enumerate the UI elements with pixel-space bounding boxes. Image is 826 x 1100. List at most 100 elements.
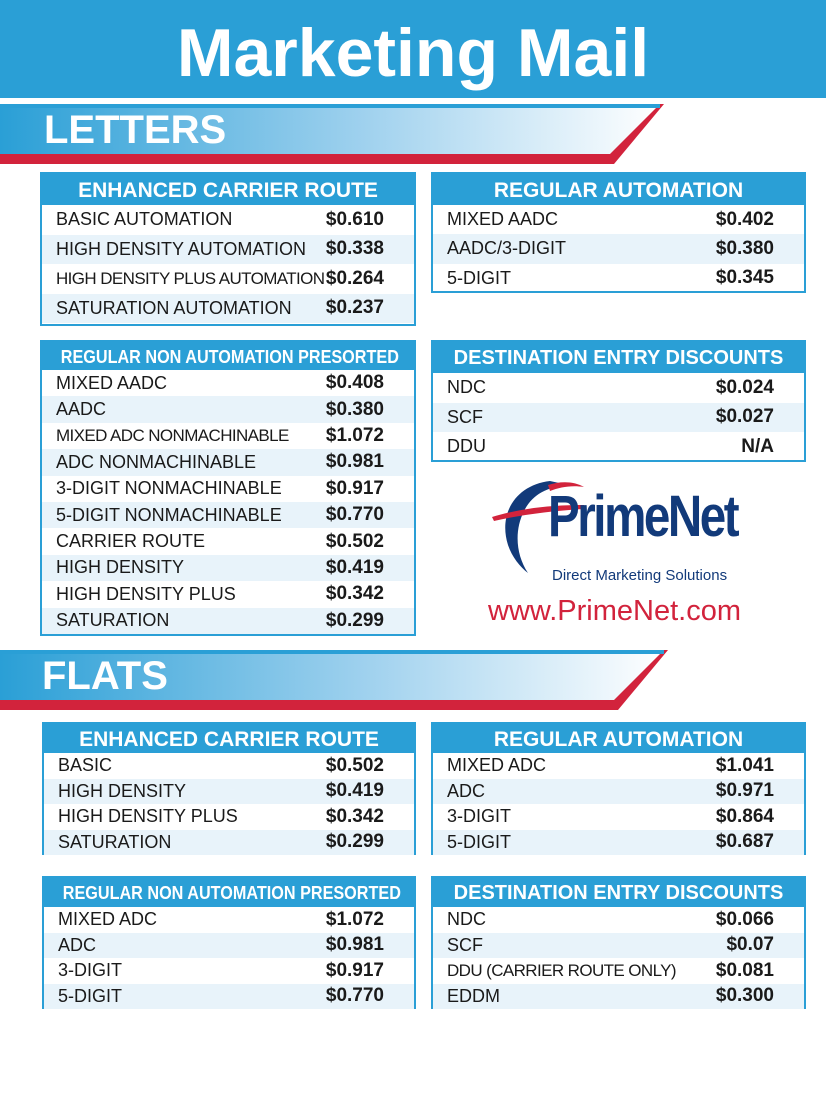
row-price: N/A	[741, 435, 774, 457]
row-name: HIGH DENSITY PLUS	[58, 806, 238, 827]
flats-heading: FLATS	[42, 654, 168, 698]
table-row: MIXED ADC $1.041	[433, 753, 804, 779]
table-row: MIXED ADC NONMACHINABLE $1.072	[42, 423, 414, 449]
table-body: NDC $0.024 SCF $0.027 DDU N/A	[433, 373, 804, 462]
row-name: AADC/3-DIGIT	[447, 238, 567, 259]
table-body: MIXED AADC $0.402 AADC/3-DIGIT $0.380 5-DI…	[433, 205, 804, 293]
row-price: $1.072	[325, 424, 384, 446]
primenet-swoosh-icon	[492, 481, 584, 573]
row-price: $0.299	[325, 831, 384, 853]
table-row: MIXED ADC $1.072	[44, 907, 414, 933]
flats-banner: FLATS	[0, 650, 826, 720]
table-row: ADC NONMACHINABLE $0.981	[42, 449, 414, 476]
table-row: DDU (CARRIER ROUTE ONLY) $0.081	[433, 958, 804, 984]
row-name: 3-DIGIT	[447, 806, 512, 827]
row-price: $0.380	[715, 237, 774, 259]
table-row: 3-DIGIT $0.864	[433, 804, 804, 830]
row-price: $0.07	[726, 934, 774, 956]
website-link[interactable]: www.PrimeNet.com	[488, 595, 741, 627]
row-price: $0.419	[325, 556, 384, 578]
table-row: CARRIER ROUTE $0.502	[42, 528, 414, 554]
row-price: $0.971	[715, 780, 774, 802]
row-name: MIXED AADC	[447, 209, 559, 230]
row-price: $0.917	[325, 477, 384, 499]
row-name: MIXED ADC	[447, 755, 547, 776]
table-row: NDC $0.066	[433, 907, 804, 933]
table-row: ADC $0.981	[44, 932, 414, 958]
row-price: $0.342	[325, 583, 384, 605]
row-price: $0.027	[715, 406, 774, 428]
row-name: NDC	[447, 377, 486, 398]
primenet-logo: PrimeNet Direct Marketing Solutions www.…	[488, 475, 778, 635]
table-row: BASIC $0.502	[44, 753, 414, 779]
row-name: SATURATION	[58, 831, 172, 852]
row-price: $0.066	[715, 908, 774, 930]
table-row: HIGH DENSITY PLUS $0.342	[42, 581, 414, 607]
row-name: HIGH DENSITY	[58, 780, 187, 801]
row-name: 5-DIGIT	[58, 985, 123, 1006]
table-header: ENHANCED CARRIER ROUTE	[44, 724, 414, 753]
table-header: REGULAR AUTOMATION	[433, 724, 804, 753]
table-row: MIXED AADC $0.402	[433, 205, 804, 234]
row-price: $0.610	[325, 208, 384, 230]
row-name: MIXED ADC NONMACHINABLE	[56, 425, 289, 445]
row-name: SATURATION AUTOMATION	[56, 297, 292, 318]
letters-regular-non-automation-table: REGULAR NON AUTOMATION PRESORTED MIXED A…	[40, 340, 416, 636]
table-row: SATURATION $0.299	[42, 607, 414, 634]
table-row: HIGH DENSITY $0.419	[42, 554, 414, 582]
row-price: $0.345	[715, 267, 774, 289]
row-name: SATURATION	[56, 610, 170, 631]
table-header: REGULAR AUTOMATION	[433, 174, 804, 205]
row-name: MIXED AADC	[56, 372, 168, 393]
table-body: MIXED ADC $1.041 ADC $0.971 3-DIGIT $0.864 …	[433, 753, 804, 855]
row-price: $0.770	[325, 985, 384, 1007]
table-row: ADC $0.971	[433, 778, 804, 804]
table-row: 3-DIGIT $0.917	[44, 958, 414, 984]
row-price: $0.419	[325, 780, 384, 802]
row-name: NDC	[447, 909, 486, 930]
row-name: 5-DIGIT	[447, 831, 512, 852]
title-bar: Marketing Mail	[0, 0, 826, 98]
row-price: $0.380	[325, 398, 384, 420]
letters-destination-entry-table: DESTINATION ENTRY DISCOUNTS NDC $0.024 SC…	[431, 340, 806, 462]
row-price: $0.917	[325, 959, 384, 981]
letters-banner: LETTERS	[0, 104, 826, 174]
letters-heading: LETTERS	[44, 108, 227, 152]
row-name: HIGH DENSITY AUTOMATION	[56, 238, 307, 259]
row-price: $0.864	[715, 805, 774, 827]
row-name: ADC	[447, 780, 486, 801]
row-name: MIXED ADC	[58, 909, 158, 930]
letters-enhanced-carrier-route-table: ENHANCED CARRIER ROUTE BASIC AUTOMATION $…	[40, 172, 416, 326]
table-header: DESTINATION ENTRY DISCOUNTS	[433, 878, 804, 907]
row-price: $0.342	[325, 805, 384, 827]
table-header-text: REGULAR NON AUTOMATION PRESORTED	[62, 883, 401, 903]
table-header-text: REGULAR NON AUTOMATION PRESORTED	[60, 347, 399, 367]
logo-brand: PrimeNet	[548, 484, 740, 549]
table-row: SCF $0.027	[433, 402, 804, 432]
flats-banner-graphic	[0, 650, 668, 710]
row-name: 3-DIGIT NONMACHINABLE	[56, 478, 282, 499]
table-row: 5-DIGIT $0.345	[433, 264, 804, 293]
row-name: CARRIER ROUTE	[56, 531, 206, 552]
row-price: $1.072	[325, 908, 384, 930]
table-row: 5-DIGIT $0.687	[433, 829, 804, 855]
row-name: AADC	[56, 399, 107, 420]
row-name: DDU	[447, 436, 486, 457]
row-name: ADC	[58, 934, 97, 955]
table-row: HIGH DENSITY PLUS AUTOMATION $0.264	[42, 264, 414, 294]
row-price: $0.402	[715, 208, 774, 230]
flats-regular-non-automation-table: REGULAR NON AUTOMATION PRESORTED MIXED A…	[42, 876, 416, 1009]
flats-destination-entry-table: DESTINATION ENTRY DISCOUNTS NDC $0.066 SC…	[431, 876, 806, 1009]
row-name: SCF	[447, 406, 483, 427]
table-body: BASIC $0.502 HIGH DENSITY $0.419 HIGH DENS…	[44, 753, 414, 855]
row-name: SCF	[447, 934, 483, 955]
row-price: $0.408	[325, 372, 384, 394]
row-name: BASIC AUTOMATION	[56, 209, 233, 230]
table-row: SCF $0.07	[433, 932, 804, 958]
letters-regular-automation-table: REGULAR AUTOMATION MIXED AADC $0.402 AADC…	[431, 172, 806, 293]
row-name: ADC NONMACHINABLE	[56, 451, 257, 472]
row-price: $0.300	[715, 985, 774, 1007]
row-price: $0.024	[715, 376, 774, 398]
table-row: 5-DIGIT $0.770	[44, 983, 414, 1009]
row-name: HIGH DENSITY	[56, 557, 185, 578]
